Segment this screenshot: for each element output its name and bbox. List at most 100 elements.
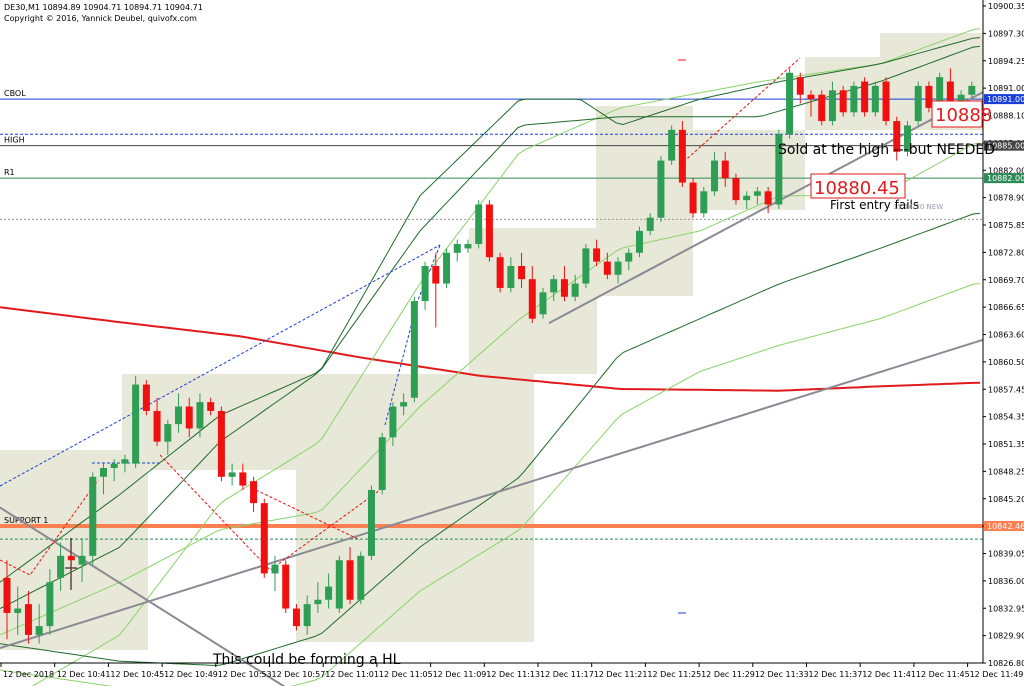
candle-body [228, 472, 236, 477]
price-tag-label: 10842.46 [987, 522, 1024, 531]
x-tick-label: 12 Dec 10:45 [110, 670, 164, 679]
candle-body [550, 279, 558, 293]
candle-body [753, 191, 761, 196]
candle-body [410, 301, 418, 398]
candle-body [593, 248, 601, 262]
level-line-label: SUPPORT 1 [4, 516, 48, 525]
y-tick-label: 10888.10 [988, 112, 1024, 121]
moving-average-red [0, 306, 981, 392]
y-tick-label: 10839.05 [988, 550, 1024, 559]
candle-body [861, 81, 869, 113]
level-line-label: R1 [4, 168, 15, 177]
x-tick-label: 12 Dec 11:09 [433, 670, 487, 679]
candle-body [78, 555, 86, 565]
candle-body [346, 560, 354, 600]
candle-body [250, 481, 258, 504]
candle-body [775, 134, 783, 205]
band-mid-dark [0, 37, 981, 583]
candle-body [485, 204, 493, 258]
candle-body [786, 72, 794, 135]
zone-band [122, 374, 296, 470]
candle-body [968, 85, 976, 95]
price-box-first-entry-label: 10880.45 [814, 178, 900, 199]
y-tick-label: 10869.70 [988, 276, 1024, 285]
candle-body [818, 94, 826, 122]
x-tick-label: 12 Dec 11:29 [701, 670, 755, 679]
y-tick-label: 10851.35 [988, 440, 1024, 449]
candle-body [711, 160, 719, 192]
candle-body [335, 560, 343, 609]
y-tick-label: 10872.80 [988, 248, 1024, 257]
candle-body [635, 230, 643, 253]
y-tick-label: 10845.20 [988, 495, 1024, 504]
candle-body [303, 604, 311, 627]
candle-body [518, 265, 526, 280]
x-tick-label: 12 Dec 10:41 [57, 670, 111, 679]
candle-body [196, 402, 204, 429]
y-tick-label: 10854.35 [988, 413, 1024, 422]
candle-body [828, 90, 836, 122]
price-tag [984, 94, 1024, 105]
x-tick-label: 12 Dec 11:21 [594, 670, 648, 679]
candle-body [378, 437, 386, 490]
level-line-label: CBOL [4, 89, 26, 98]
candle-body [24, 604, 32, 635]
price-box-sold [931, 100, 983, 128]
candlestick-series [3, 68, 976, 644]
y-tick-label: 10875.85 [988, 221, 1024, 230]
candle-body [57, 555, 65, 578]
candle-body [14, 608, 22, 613]
level-line-label: HIGH [4, 136, 25, 145]
x-tick-label: 12 Dec 11:41 [862, 670, 916, 679]
price-tag-label: 10891.00 [987, 95, 1024, 104]
candle-body [67, 555, 75, 561]
candle-body [271, 564, 279, 574]
band-upper-dark [0, 45, 981, 609]
x-tick-label: 12 Dec 11:33 [755, 670, 809, 679]
dashed-red-trade-3 [679, 57, 801, 166]
candle-body [625, 252, 633, 262]
candle-body [217, 410, 225, 477]
candle-body [89, 476, 97, 556]
candle-body [443, 252, 451, 284]
candle-body [367, 489, 375, 556]
candle-body [292, 608, 300, 627]
candle-body [175, 406, 183, 425]
candle-body [110, 463, 118, 469]
annotation-forming-hl: This could be forming a HL [212, 652, 401, 668]
y-tick-label: 10863.60 [988, 331, 1024, 340]
candle-body [35, 626, 43, 635]
x-tick-label: 12 Dec 11:01 [325, 670, 379, 679]
candle-body [560, 279, 568, 297]
y-tick-label: 10866.65 [988, 303, 1024, 312]
price-tag [984, 520, 1024, 531]
candle-body [871, 85, 879, 113]
candle-body [700, 191, 708, 214]
candle-body [796, 77, 804, 95]
candle-body [507, 265, 515, 288]
band-outer-upper-light [31, 28, 981, 686]
candle-body [207, 402, 215, 411]
candle-body [678, 129, 686, 183]
candle-body [614, 261, 622, 275]
candle-body [850, 85, 858, 113]
x-tick-label: 12 Dec 11:37 [809, 670, 863, 679]
candle-body [121, 459, 129, 464]
candle-body [282, 564, 290, 609]
candle-body [936, 77, 944, 108]
price-tag-label: 10885.00 [987, 142, 1024, 151]
y-tick-label: 10826.80 [988, 659, 1024, 668]
annotation-sold-high: Sold at the high ---but NEEDED [778, 142, 995, 158]
candle-body [153, 410, 161, 442]
y-tick-label: 10860.50 [988, 358, 1024, 367]
candle-body [164, 424, 172, 442]
y-tick-label: 10882.00 [988, 166, 1024, 175]
y-tick-label: 10900.35 [988, 2, 1024, 11]
candle-body [142, 384, 150, 411]
candle-body [357, 555, 365, 600]
x-tick-label: 12 Dec 10:53 [218, 670, 272, 679]
x-tick-label: 12 Dec 11:49 [970, 670, 1024, 679]
candle-body [914, 85, 922, 122]
